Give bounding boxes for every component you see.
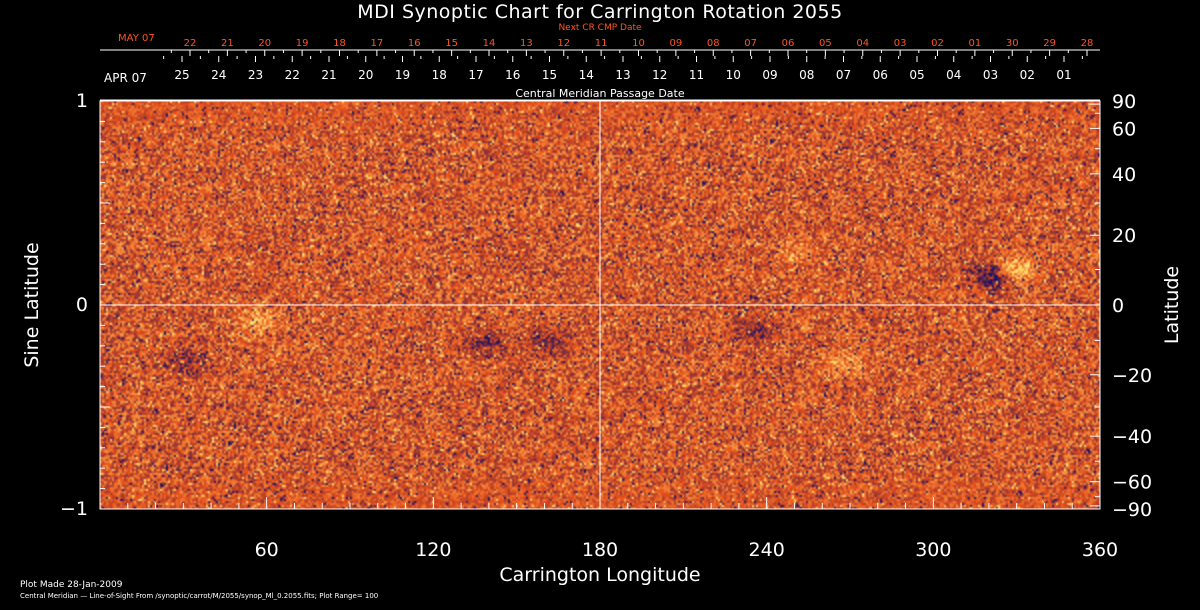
y-left-tick-label: 1 — [76, 90, 88, 112]
next-cr-date-label: 12 — [557, 38, 570, 49]
cmp-date-label: 21 — [321, 68, 336, 82]
cmp-date-label: 06 — [873, 68, 888, 82]
next-cr-date-label: 09 — [670, 38, 683, 49]
cmp-date-label: 09 — [762, 68, 777, 82]
y-right-tick-label: 40 — [1112, 164, 1136, 186]
next-cr-date-label: 11 — [595, 38, 608, 49]
cmp-date-label: 01 — [1056, 68, 1071, 82]
cmp-date-label: 03 — [983, 68, 998, 82]
next-cr-date-label: 28 — [1081, 38, 1094, 49]
y-right-tick-label: 20 — [1112, 225, 1136, 247]
next-cr-date-label: 30 — [1006, 38, 1019, 49]
y-right-tick-label: −90 — [1112, 499, 1152, 521]
x-axis-label: Carrington Longitude — [499, 564, 701, 586]
next-cr-date-label: 29 — [1043, 38, 1056, 49]
y-right-tick-label: 60 — [1112, 118, 1136, 140]
next-cr-date-label: 15 — [445, 38, 458, 49]
next-cr-date-label: 10 — [632, 38, 645, 49]
y-axis-label-right: Latitude — [1161, 265, 1183, 345]
cmp-date-label: 18 — [432, 68, 447, 82]
next-cr-date-label: 13 — [520, 38, 533, 49]
cmp-date-label: 22 — [285, 68, 300, 82]
cmp-date-label: 14 — [579, 68, 594, 82]
x-tick-label: 180 — [582, 539, 618, 561]
next-cr-date-label: 01 — [969, 38, 982, 49]
x-tick-label: 120 — [415, 539, 451, 561]
next-cr-date-label: 08 — [707, 38, 720, 49]
next-cr-date-label: 04 — [856, 38, 869, 49]
y-right-tick-label: −20 — [1112, 365, 1152, 387]
top-month-label: MAY 07 — [118, 33, 155, 44]
x-tick-label: 300 — [915, 539, 951, 561]
next-cr-date-label: 16 — [408, 38, 421, 49]
cmp-date-label: 19 — [395, 68, 410, 82]
cmp-date-label: 11 — [689, 68, 704, 82]
chart-title: MDI Synoptic Chart for Carrington Rotati… — [357, 1, 843, 23]
next-cr-date-label: 07 — [744, 38, 757, 49]
next-cr-date-label: 18 — [333, 38, 346, 49]
next-cr-date-label: 03 — [894, 38, 907, 49]
cmp-date-label: 05 — [909, 68, 924, 82]
cmp-date-label: 24 — [211, 68, 226, 82]
next-cr-date-label: 20 — [258, 38, 271, 49]
y-right-tick-label: 0 — [1112, 295, 1124, 317]
y-left-tick-label: −1 — [60, 498, 88, 520]
y-right-tick-label: 90 — [1112, 91, 1136, 113]
cmp-date-label: 15 — [542, 68, 557, 82]
cmp-date-label: 02 — [1020, 68, 1035, 82]
x-tick-label: 360 — [1082, 539, 1118, 561]
cmp-date-label: 25 — [174, 68, 189, 82]
cmp-date-label: 13 — [615, 68, 630, 82]
cmp-date-label: 17 — [468, 68, 483, 82]
y-right-tick-label: −60 — [1112, 472, 1152, 494]
y-left-tick-label: 0 — [76, 294, 88, 316]
next-cr-label: Next CR CMP Date — [558, 23, 642, 33]
cmp-date-label: 20 — [358, 68, 373, 82]
cmp-date-label: 04 — [946, 68, 961, 82]
y-axis-label-left: Sine Latitude — [21, 242, 43, 368]
cmp-date-label: 10 — [726, 68, 741, 82]
next-cr-date-label: 14 — [483, 38, 496, 49]
cmp-date-label: 16 — [505, 68, 520, 82]
next-cr-date-label: 19 — [296, 38, 309, 49]
central-meridian-label: Central Meridian Passage Date — [515, 87, 685, 100]
cmp-date-label: 12 — [652, 68, 667, 82]
cmp-date-label: 08 — [799, 68, 814, 82]
cmp-date-label: 23 — [248, 68, 263, 82]
next-cr-date-label: 02 — [931, 38, 944, 49]
bottom-month-label: APR 07 — [104, 71, 147, 85]
next-cr-date-label: 21 — [221, 38, 234, 49]
y-right-tick-label: −40 — [1112, 426, 1152, 448]
next-cr-date-label: 17 — [371, 38, 384, 49]
next-cr-date-label: 05 — [819, 38, 832, 49]
footer-source: Central Meridian — Line-of-Sight From /s… — [20, 592, 379, 600]
next-cr-date-label: 06 — [782, 38, 795, 49]
cmp-date-label: 07 — [836, 68, 851, 82]
x-tick-label: 240 — [749, 539, 785, 561]
footer-plot-made: Plot Made 28-Jan-2009 — [20, 580, 123, 590]
x-tick-label: 60 — [255, 539, 279, 561]
next-cr-date-label: 22 — [184, 38, 197, 49]
